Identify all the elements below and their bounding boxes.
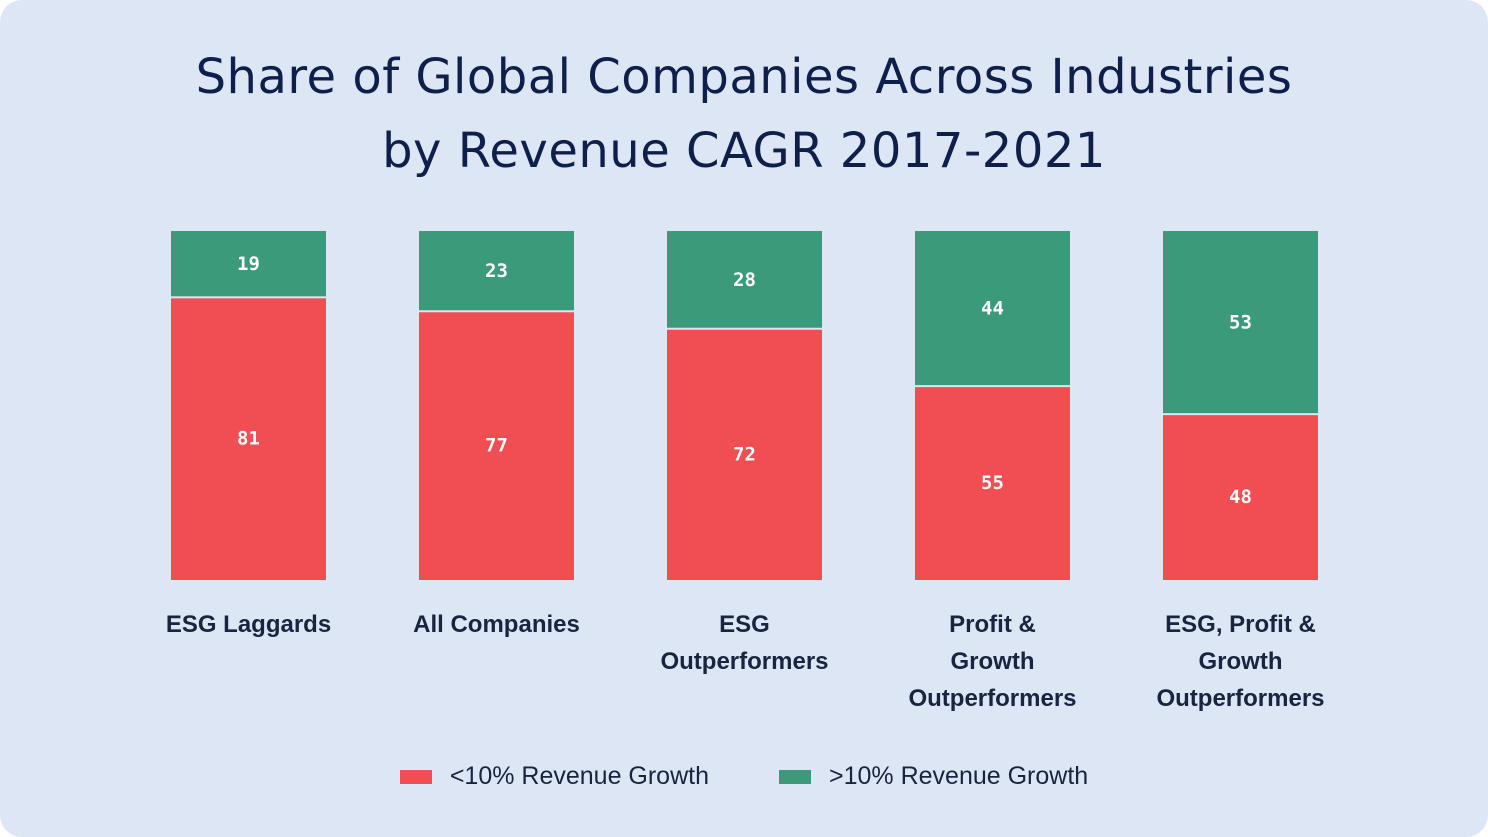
chart-title: Share of Global Companies Across Industr… [0, 40, 1488, 188]
data-label-high-growth-2: 23 [485, 260, 508, 282]
legend-swatch-low-growth [399, 769, 432, 784]
legend: <10% Revenue Growth >10% Revenue Growth [0, 762, 1488, 791]
bar-high-growth-3 [667, 231, 822, 328]
legend-swatch-high-growth [779, 769, 811, 784]
stacked-bar-chart: 19 81 ESG Laggards 23 77 All Companies 28 72 ESG… [166, 231, 1325, 712]
category-label-2: All Companies [413, 611, 580, 638]
data-label-low-growth-3: 72 [733, 443, 756, 465]
chart-title-line-1: Share of Global Companies Across Industr… [195, 49, 1293, 105]
legend-label-high-growth: >10% Revenue Growth [829, 762, 1089, 790]
bar-low-growth-3 [667, 329, 822, 580]
category-label-1: ESG Laggards [166, 611, 331, 638]
bar-low-growth-2 [419, 312, 574, 580]
data-label-high-growth-3: 28 [733, 269, 756, 291]
data-label-low-growth-4: 55 [981, 472, 1004, 494]
data-label-low-growth-2: 77 [485, 435, 508, 457]
data-label-high-growth-5: 53 [1229, 312, 1252, 334]
bar-high-growth-4 [915, 231, 1070, 386]
bar-low-growth-1 [171, 298, 326, 580]
legend-label-low-growth: <10% Revenue Growth [449, 762, 709, 790]
category-label-3: ESG Outperformers [660, 611, 828, 675]
data-label-high-growth-4: 44 [981, 298, 1004, 320]
data-label-low-growth-5: 48 [1229, 486, 1252, 508]
bar-high-growth-2 [419, 231, 574, 311]
category-label-5: ESG, Profit & Growth Outperformers [1156, 611, 1324, 712]
bar-low-growth-4 [915, 387, 1070, 580]
legend-item-high-growth: >10% Revenue Growth [779, 762, 1088, 791]
data-label-high-growth-1: 19 [237, 253, 260, 275]
chart-title-line-2: by Revenue CAGR 2017-2021 [382, 123, 1106, 179]
bar-high-growth-1 [171, 231, 326, 297]
bar-low-growth-5 [1163, 415, 1318, 580]
legend-item-low-growth: <10% Revenue Growth [399, 762, 709, 791]
bar-high-growth-5 [1163, 231, 1318, 414]
category-label-4: Profit & Growth Outperformers [908, 611, 1076, 712]
data-label-low-growth-1: 81 [237, 428, 260, 450]
